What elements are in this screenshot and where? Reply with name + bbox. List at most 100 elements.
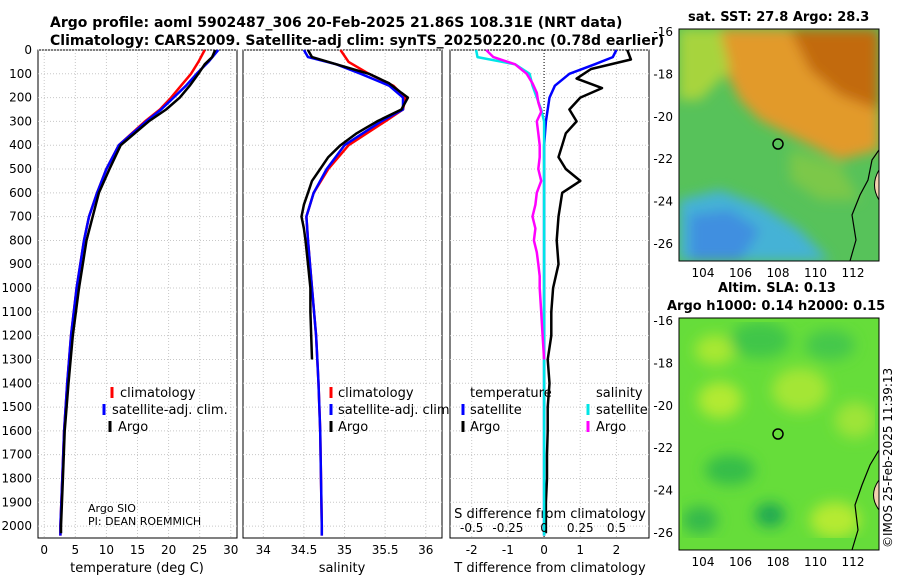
sla-lat-tick: -20 (653, 399, 673, 413)
sst-map (678, 28, 880, 262)
top-x-tick-label: 0.25 (567, 521, 594, 535)
sla-lon-tick: 112 (842, 555, 865, 569)
legend-salinity-argo: Argo (596, 420, 626, 435)
x-tick-label: -1 (502, 543, 514, 557)
y-tick-label: 200 (9, 91, 32, 105)
argo-position-marker (772, 428, 784, 440)
credit-line1: Argo SIO (88, 502, 136, 515)
difference-xlabel: T difference from climatology (453, 561, 646, 576)
sla-map-title-line1: Altim. SLA: 0.13 (718, 281, 836, 296)
x-tick-label: 0 (40, 543, 48, 557)
y-tick-label: 1900 (1, 495, 32, 509)
legend-climatology: climatology (338, 386, 414, 401)
legend-salinity-header: salinity (596, 386, 643, 401)
y-tick-label: 900 (9, 257, 32, 271)
sst-lat-tick: -24 (653, 195, 673, 209)
temperature-xlabel: temperature (deg C) (70, 561, 204, 576)
series-argo (59, 49, 217, 534)
sla-map (678, 317, 880, 551)
difference-legend: temperature satellite Argo salinity sate… (461, 386, 648, 435)
sst-lat-tick: -20 (653, 110, 673, 124)
sst-lon-tick: 112 (842, 266, 865, 280)
x-tick-label: 20 (161, 543, 176, 557)
x-tick-label: 1 (576, 543, 584, 557)
sla-lat-tick: -22 (653, 441, 673, 455)
y-tick-label: 1700 (1, 448, 32, 462)
series-temperature-argo (544, 49, 633, 534)
sst-field (679, 29, 879, 261)
top-x-tick-label: 0.5 (607, 521, 626, 535)
sst-lon-tick: 108 (767, 266, 790, 280)
y-tick-label: 1400 (1, 376, 32, 390)
x-tick-label: 10 (99, 543, 114, 557)
y-tick-label: 600 (9, 186, 32, 200)
sla-lat-tick: -18 (653, 356, 673, 370)
sla-lat-tick: -16 (653, 314, 673, 328)
temperature-legend: climatology satellite-adj. clim. Argo (102, 386, 228, 435)
sst-map-title: sat. SST: 27.8 Argo: 28.3 (688, 10, 870, 25)
y-tick-label: 1300 (1, 352, 32, 366)
salinity-panel: salinity climatology satellite-adj. clim… (242, 49, 454, 576)
y-tick-label: 700 (9, 210, 32, 224)
difference-panel: T difference from climatology S differen… (449, 49, 650, 576)
x-tick-label: 15 (130, 543, 145, 557)
x-tick-label: 35 (337, 543, 352, 557)
x-tick-label: 35.5 (372, 543, 399, 557)
series-salinity-argo (485, 49, 546, 360)
sst-lat-tick: -26 (653, 237, 673, 251)
legend-salinity-satellite: satellite (596, 403, 648, 418)
y-tick-label: 1200 (1, 329, 32, 343)
series-satellite-adj-clim- (302, 49, 405, 536)
legend-temperature-argo: Argo (470, 420, 500, 435)
legend-argo: Argo (118, 420, 148, 435)
sla-lon-tick: 104 (692, 555, 715, 569)
sst-lon-tick: 106 (729, 266, 752, 280)
y-tick-label: 300 (9, 114, 32, 128)
sst-lat-tick: -22 (653, 152, 673, 166)
salinity-xlabel: salinity (319, 561, 366, 576)
credit-line2: PI: DEAN ROEMMICH (88, 515, 201, 528)
salinity-legend: climatology satellite-adj. clim. Argo (329, 386, 454, 435)
sla-field (679, 318, 879, 550)
x-tick-label: 34 (256, 543, 271, 557)
difference-top-xlabel: S difference from climatology (454, 507, 646, 522)
y-tick-label: 500 (9, 162, 32, 176)
coastline (851, 449, 879, 550)
x-tick-label: 30 (223, 543, 238, 557)
y-tick-label: 1800 (1, 471, 32, 485)
legend-climatology: climatology (120, 386, 196, 401)
x-tick-label: 25 (192, 543, 207, 557)
temperature-panel: temperature (deg C) climatology satellit… (1, 43, 238, 576)
plot-title-line1: Argo profile: aoml 5902487_306 20-Feb-20… (50, 15, 623, 31)
x-tick-label: -2 (466, 543, 478, 557)
top-x-tick-label: -0.25 (492, 521, 523, 535)
y-tick-label: 800 (9, 233, 32, 247)
y-tick-label: 100 (9, 67, 32, 81)
x-tick-label: 0 (540, 543, 548, 557)
legend-temperature-satellite: satellite (470, 403, 522, 418)
legend-satellite-adj: satellite-adj. clim. (112, 403, 228, 418)
y-tick-label: 1500 (1, 400, 32, 414)
legend-argo: Argo (338, 420, 368, 435)
sla-lat-tick: -26 (653, 526, 673, 540)
sla-lon-tick: 106 (729, 555, 752, 569)
y-tick-label: 1000 (1, 281, 32, 295)
sst-lat-tick: -18 (653, 67, 673, 81)
sla-map-title-line2: Argo h1000: 0.14 h2000: 0.15 (667, 299, 886, 314)
sla-lon-tick: 108 (767, 555, 790, 569)
top-x-tick-label: -0.5 (460, 521, 483, 535)
sst-lon-tick: 110 (804, 266, 827, 280)
sla-lon-tick: 110 (804, 555, 827, 569)
x-tick-label: 34.5 (291, 543, 318, 557)
imos-timestamp: ©IMOS 25-Feb-2025 11:39:13 (881, 367, 895, 548)
sst-lon-tick: 104 (692, 266, 715, 280)
y-tick-label: 0 (24, 43, 32, 57)
salinity-grid (243, 49, 442, 538)
coastline (849, 149, 879, 261)
x-tick-label: 36 (418, 543, 433, 557)
y-tick-label: 1600 (1, 424, 32, 438)
series-argo (300, 49, 410, 360)
top-x-tick-label: 0 (540, 521, 548, 535)
legend-satellite-adj: satellite-adj. clim. (338, 403, 454, 418)
